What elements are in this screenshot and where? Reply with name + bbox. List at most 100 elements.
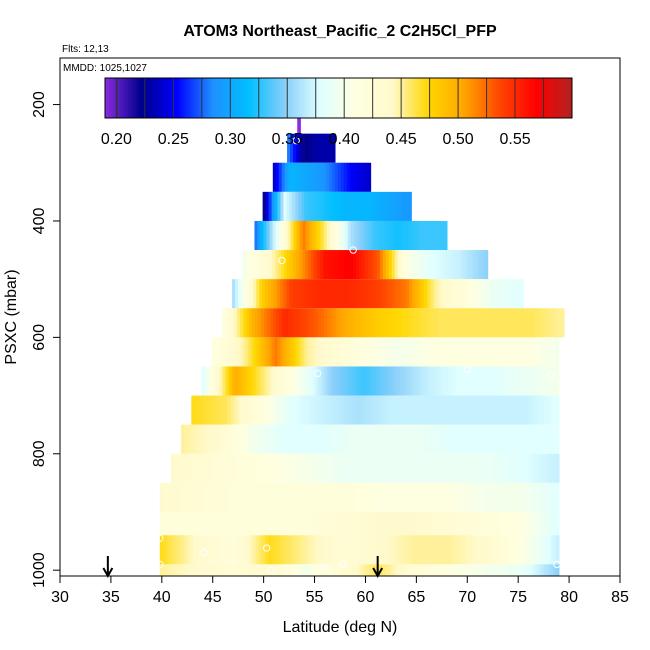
heatmap-cell (519, 535, 524, 565)
heatmap-cell (386, 308, 391, 338)
heatmap-cell (521, 308, 526, 338)
heatmap-cell (267, 511, 272, 536)
heatmap-cell (495, 424, 500, 454)
heatmap-cell (292, 279, 296, 309)
heatmap-cell (501, 482, 506, 512)
heatmap-cell (286, 424, 290, 454)
heatmap-cell (465, 535, 470, 565)
heatmap-cell (329, 162, 333, 192)
heatmap-cell (239, 308, 244, 338)
heatmap-cell (430, 250, 435, 280)
heatmap-cell (336, 535, 341, 565)
heatmap-cell (369, 564, 374, 576)
heatmap-cell (439, 395, 443, 425)
heatmap-cell (367, 337, 371, 367)
heatmap-cell (505, 279, 509, 309)
heatmap-cell (494, 308, 499, 338)
heatmap-cell (321, 482, 326, 512)
heatmap-cell (299, 220, 304, 251)
heatmap-cell (283, 279, 287, 309)
heatmap-cell (288, 453, 292, 483)
colorbar-cell (192, 78, 196, 118)
heatmap-cell (284, 250, 288, 280)
heatmap-cell (162, 564, 167, 576)
heatmap-cell (352, 424, 356, 454)
colorbar-cell (420, 78, 423, 118)
heatmap-cell (360, 564, 365, 576)
heatmap-cell (508, 279, 512, 309)
heatmap-cell (374, 308, 379, 338)
colorbar-cell (414, 78, 417, 118)
heatmap-cell (540, 395, 545, 425)
colorbar-cell (188, 78, 192, 118)
heatmap-cell (168, 535, 173, 565)
colorbar-cell (379, 78, 382, 118)
colorbar-cell (326, 78, 330, 118)
heatmap-cell (303, 564, 308, 576)
heatmap-cell (371, 220, 376, 251)
heatmap-cell (546, 424, 551, 454)
heatmap-cell (481, 279, 485, 309)
heatmap-cell (246, 535, 251, 565)
colorbar-cell (383, 78, 386, 118)
heatmap-cell (305, 220, 310, 251)
heatmap-cell (244, 279, 248, 309)
heatmap-cell (284, 220, 289, 251)
heatmap-cell (159, 482, 164, 512)
heatmap-cell (358, 250, 363, 280)
heatmap-cell (460, 250, 465, 280)
colorbar-cell (178, 78, 182, 118)
heatmap-cell (375, 191, 380, 221)
heatmap-cell (459, 482, 464, 512)
heatmap-cell (262, 424, 266, 454)
heatmap-cell (358, 279, 362, 309)
heatmap-cell (471, 453, 476, 483)
mmdd-label: MMDD: 1025,1027 (63, 63, 147, 74)
heatmap-cell (443, 220, 448, 251)
heatmap-cell (328, 395, 333, 425)
heatmap-cell (462, 366, 467, 396)
heatmap-cell (245, 395, 249, 425)
heatmap-cell (444, 535, 449, 565)
colorbar-cell (180, 78, 184, 118)
heatmap-cell (426, 564, 431, 576)
heatmap-cell (514, 279, 518, 309)
heatmap-cell (442, 250, 447, 280)
heatmap-cell (210, 535, 215, 565)
heatmap-cell (270, 366, 275, 396)
heatmap-cell (319, 424, 323, 454)
heatmap-cell (489, 482, 494, 512)
heatmap-cell (325, 337, 330, 367)
heatmap-cell (489, 424, 494, 454)
heatmap-cell (525, 535, 530, 565)
colorbar-cell (322, 78, 326, 118)
heatmap-cell (340, 162, 345, 192)
heatmap-cell (241, 337, 246, 367)
heatmap-cell (448, 337, 452, 367)
heatmap-cell (260, 395, 264, 425)
heatmap-cell (531, 482, 536, 512)
y-tick-label: 600 (31, 324, 48, 351)
heatmap-cell (502, 337, 506, 367)
heatmap-cell (325, 279, 329, 309)
colorbar-cell (324, 78, 328, 118)
heatmap-cell (308, 220, 313, 251)
heatmap-cell (394, 250, 399, 280)
heatmap-cell (449, 308, 454, 338)
heatmap-cell (361, 162, 366, 192)
heatmap-cell (395, 220, 400, 251)
heatmap-cell (438, 366, 443, 396)
heatmap-cell (530, 308, 535, 338)
heatmap-cell (353, 220, 358, 251)
colorbar-cell (177, 78, 180, 118)
heatmap-cell (463, 279, 467, 309)
heatmap-cell (504, 511, 509, 536)
heatmap-cell (362, 220, 367, 251)
colorbar-cell (367, 78, 371, 118)
colorbar-cell (155, 78, 159, 118)
heatmap-cell (267, 564, 272, 576)
x-tick-label: 40 (153, 589, 171, 606)
heatmap-cell (441, 511, 446, 536)
heatmap-cell (287, 220, 292, 251)
heatmap-cell (350, 308, 355, 338)
